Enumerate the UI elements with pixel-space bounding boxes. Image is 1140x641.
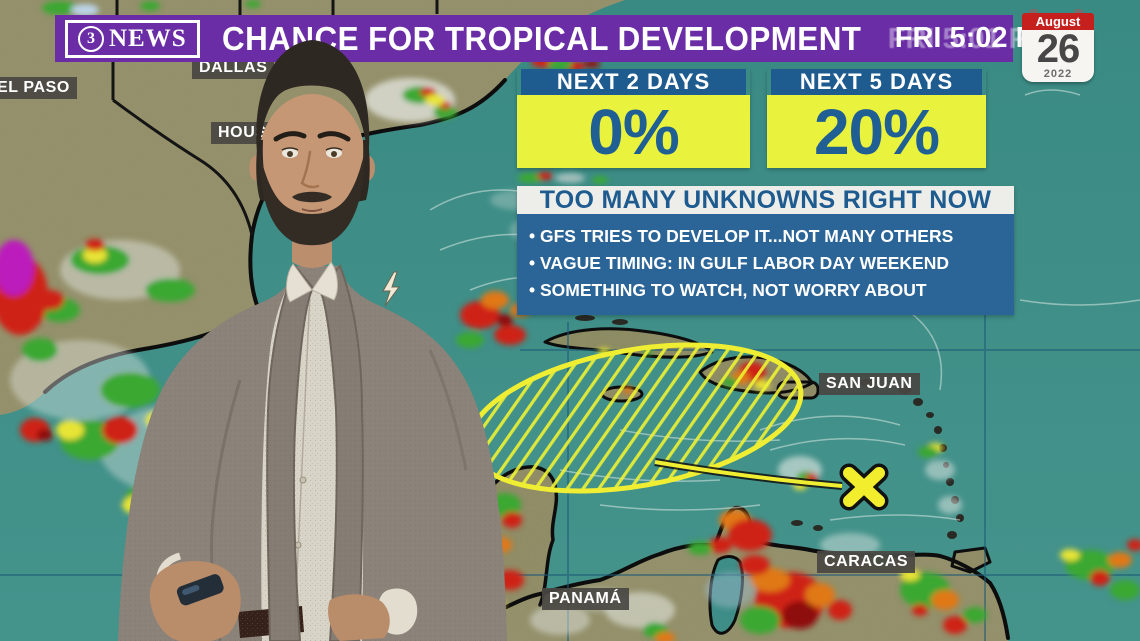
map-label-caracas: CARACAS <box>817 551 916 573</box>
news-banner: 3 NEWS CHANCE FOR TROPICAL DEVELOPMENT F… <box>55 15 1059 62</box>
outlook-box-5day: NEXT 5 DAYS 20% <box>767 69 986 168</box>
outlook-5day-value: 20% <box>813 95 940 168</box>
calendar-year: 2022 <box>1043 68 1073 80</box>
analysis-headline: TOO MANY UNKNOWNS RIGHT NOW <box>517 186 1014 214</box>
track-line <box>654 460 843 488</box>
date-calendar: August 26 2022 <box>1022 9 1094 82</box>
banner-title: CHANCE FOR TROPICAL DEVELOPMENT <box>221 19 862 57</box>
station-logo: 3 NEWS <box>65 19 200 58</box>
map-label-panama: PANAMÁ <box>542 588 629 610</box>
map-label-el-paso: EL PASO <box>0 77 77 99</box>
map-label-houston: HOUSTON <box>211 122 309 144</box>
calendar-month: August <box>1022 13 1094 30</box>
map-label-dallas: DALLAS <box>192 57 275 79</box>
calendar-day: 26 <box>1036 27 1081 71</box>
outlook-box-2day: NEXT 2 DAYS 0% <box>517 69 750 168</box>
analysis-panel: TOO MANY UNKNOWNS RIGHT NOW GFS TRIES TO… <box>517 186 1014 315</box>
station-logo-name: NEWS <box>109 24 187 52</box>
outlook-2day-value: 0% <box>588 95 679 168</box>
analysis-bullet-1: GFS TRIES TO DEVELOP IT...NOT MANY OTHER… <box>529 223 1004 250</box>
map-label-san-juan: SAN JUAN <box>819 373 920 395</box>
outlook-2day-label: NEXT 2 DAYS <box>521 69 746 95</box>
analysis-bullet-2: VAGUE TIMING: IN GULF LABOR DAY WEEKEND <box>529 250 1004 277</box>
analysis-bullet-3: SOMETHING TO WATCH, NOT WORRY ABOUT <box>529 277 1004 304</box>
storm-x-marker <box>839 463 889 511</box>
station-logo-circle: 3 <box>78 25 104 52</box>
outlook-5day-label: NEXT 5 DAYS <box>771 69 982 95</box>
